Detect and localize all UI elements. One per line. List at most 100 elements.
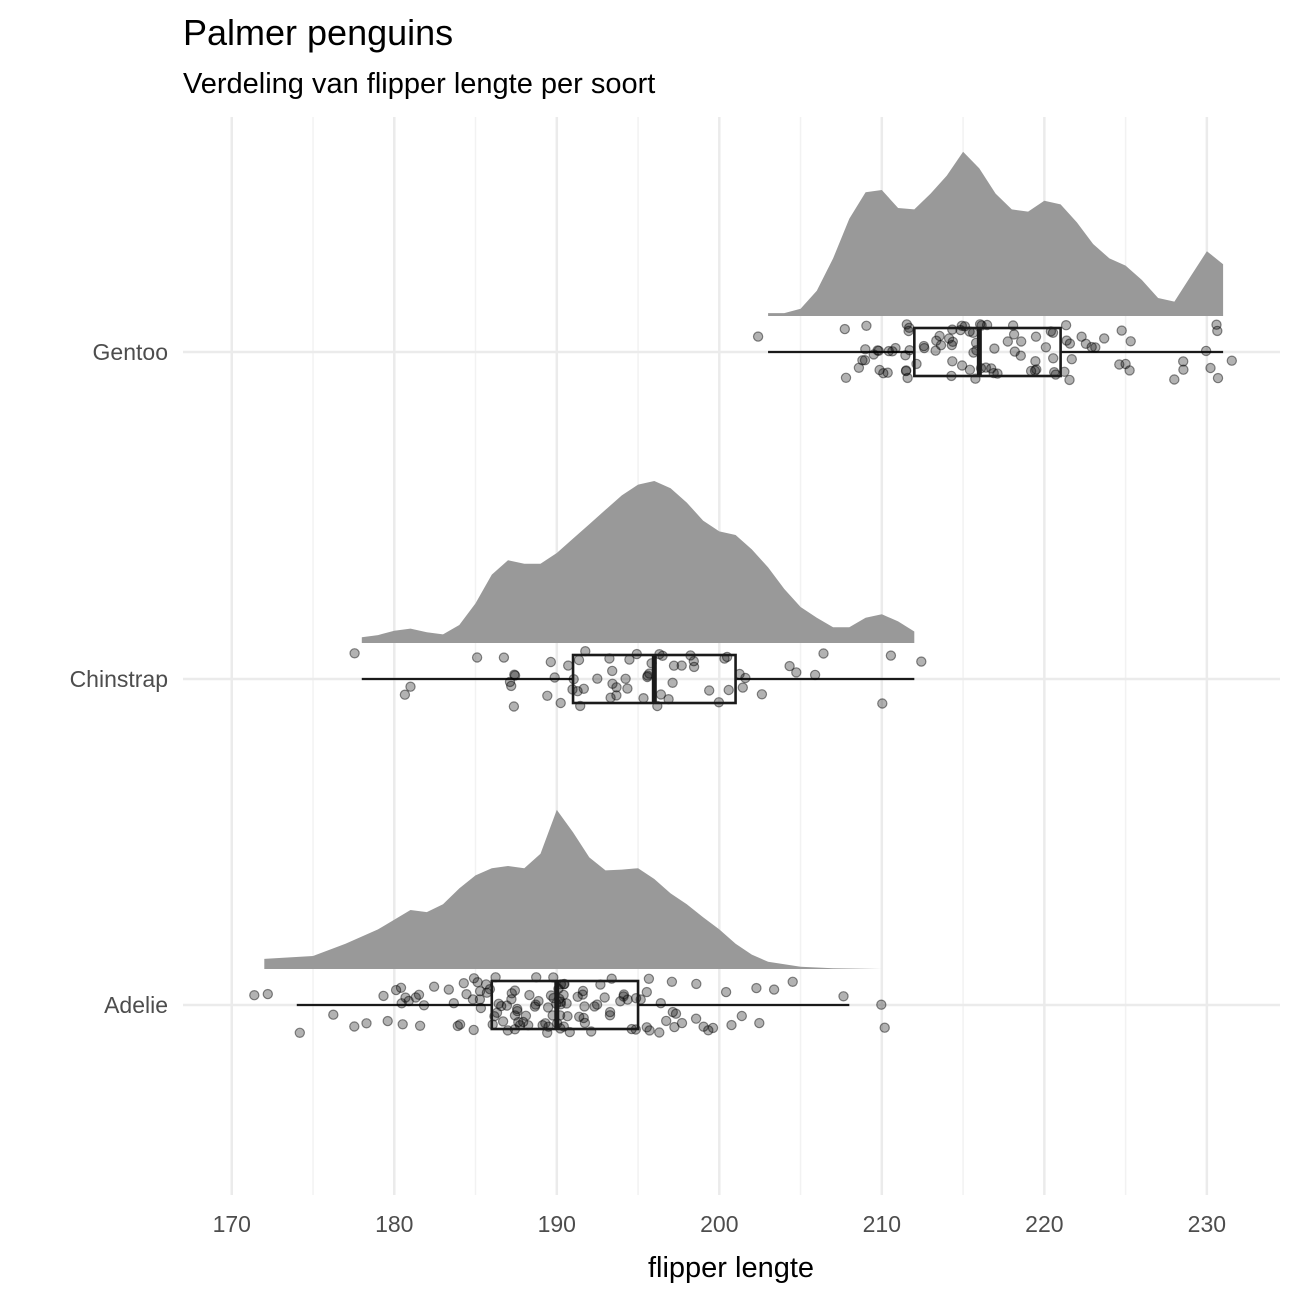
x-tick-label: 220 xyxy=(1025,1211,1063,1237)
data-point xyxy=(578,683,590,695)
data-point xyxy=(506,994,517,1005)
data-point xyxy=(676,660,687,671)
data-point xyxy=(918,340,930,352)
data-point xyxy=(931,335,942,346)
data-point xyxy=(690,1013,702,1024)
data-point xyxy=(1008,329,1020,340)
data-point xyxy=(294,1027,305,1039)
data-point xyxy=(555,697,566,709)
data-point xyxy=(382,1015,393,1027)
x-tick-label: 190 xyxy=(538,1211,576,1237)
data-point xyxy=(667,677,678,689)
data-point xyxy=(573,654,585,666)
data-point xyxy=(1200,345,1212,357)
data-point xyxy=(723,684,734,696)
data-point xyxy=(737,682,749,693)
box-adelie xyxy=(490,979,640,1031)
data-point xyxy=(787,976,798,988)
data-point xyxy=(493,998,504,1010)
data-point xyxy=(868,349,879,360)
data-point xyxy=(668,660,680,671)
data-point xyxy=(809,669,821,681)
data-point xyxy=(508,701,520,712)
data-point xyxy=(618,991,629,1002)
data-point xyxy=(496,1000,507,1012)
data-point xyxy=(860,344,871,355)
data-point xyxy=(414,1020,426,1032)
data-point xyxy=(1047,327,1059,338)
x-tick-label: 200 xyxy=(700,1211,738,1237)
data-point xyxy=(1205,362,1216,374)
data-point xyxy=(509,1010,521,1021)
data-point xyxy=(641,986,653,998)
data-point xyxy=(698,1021,709,1032)
data-point xyxy=(930,345,941,356)
data-point xyxy=(878,368,889,379)
data-point xyxy=(964,364,976,375)
data-point xyxy=(1009,346,1021,357)
data-point xyxy=(589,1001,600,1012)
data-point xyxy=(947,336,959,347)
data-point xyxy=(605,692,616,703)
data-point xyxy=(720,986,732,998)
data-point xyxy=(818,648,829,659)
data-point xyxy=(491,1007,503,1019)
data-point xyxy=(751,982,762,994)
data-point xyxy=(791,667,802,678)
data-point xyxy=(676,1017,688,1029)
data-point xyxy=(859,355,871,366)
data-point xyxy=(400,992,411,1003)
data-point xyxy=(1098,333,1110,344)
data-point xyxy=(501,1000,513,1011)
data-point xyxy=(740,672,751,684)
data-point xyxy=(472,977,483,988)
data-point xyxy=(839,323,851,335)
data-point xyxy=(947,356,958,367)
data-point xyxy=(611,682,622,693)
data-point xyxy=(1047,353,1059,364)
data-point xyxy=(506,680,517,692)
data-point xyxy=(1212,372,1224,384)
data-point xyxy=(861,320,872,331)
data-point xyxy=(885,650,897,661)
data-point xyxy=(669,1021,680,1033)
density-adelie xyxy=(264,809,882,969)
data-point xyxy=(1212,325,1223,337)
data-point xyxy=(443,984,454,995)
data-point xyxy=(726,1019,737,1031)
data-point xyxy=(1031,364,1042,375)
data-point xyxy=(989,343,1000,354)
data-point xyxy=(390,984,402,996)
data-point xyxy=(471,652,483,663)
data-point xyxy=(461,989,472,1000)
data-point xyxy=(1076,331,1087,342)
data-point xyxy=(542,1002,554,1013)
data-point xyxy=(641,1022,653,1033)
data-point xyxy=(946,339,958,351)
jitter-points xyxy=(249,319,1238,1039)
x-tick-labels: 170 180 190 200 210 220 230 xyxy=(213,1211,1226,1237)
data-point xyxy=(857,355,868,366)
data-point xyxy=(1066,354,1078,365)
data-point xyxy=(504,676,516,688)
data-point xyxy=(497,1016,509,1027)
data-point xyxy=(644,1025,655,1036)
data-point xyxy=(618,989,630,1000)
data-point xyxy=(474,994,486,1005)
data-point xyxy=(561,998,572,1009)
x-axis-title: flipper lengte xyxy=(648,1252,814,1284)
data-point xyxy=(418,1000,430,1011)
data-point xyxy=(934,330,945,342)
data-point xyxy=(361,1018,372,1029)
data-point xyxy=(1169,374,1180,385)
data-point xyxy=(572,991,583,1003)
data-point xyxy=(1090,342,1101,353)
data-point xyxy=(533,995,544,1007)
data-point xyxy=(916,656,927,667)
data-point xyxy=(879,1022,890,1033)
data-point xyxy=(509,670,521,681)
data-point xyxy=(890,342,901,354)
data-point xyxy=(643,973,655,985)
data-point xyxy=(530,999,541,1010)
data-point xyxy=(654,1027,665,1038)
